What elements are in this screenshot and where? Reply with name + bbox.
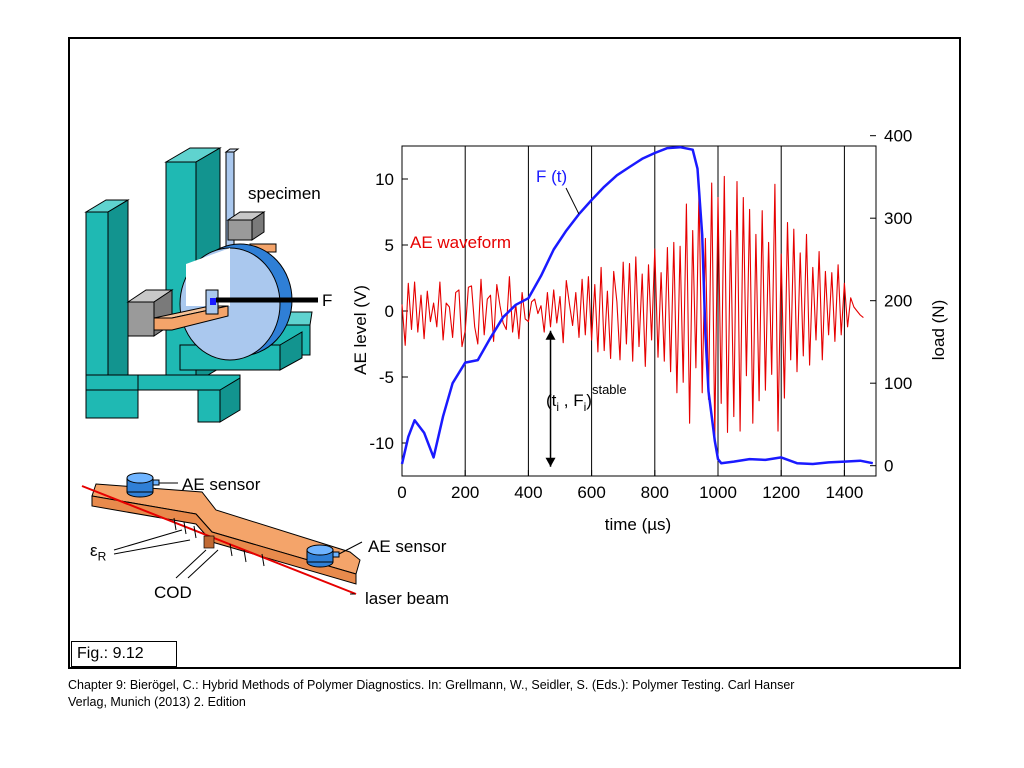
chart-annotations — [545, 187, 580, 467]
strain-subscript: R — [97, 549, 107, 564]
y-tick-label: 5 — [385, 236, 394, 255]
chart-gridlines — [464, 146, 845, 476]
figure-number: Fig.: 9.12 — [71, 641, 177, 667]
load-label-leader — [565, 187, 580, 215]
y-axis-label: AE level (V) — [351, 285, 370, 375]
stable-arrow-head-down — [545, 457, 556, 467]
chart-ticks: 0 200 400 600 800 1000 1200 1400-10-50510010020… — [369, 130, 912, 502]
strain-gauge-label: εR — [90, 541, 106, 566]
y2-axis-label: load (N) — [929, 300, 948, 360]
y2-tick-label: 300 — [884, 209, 912, 228]
x-tick-label: 1000 — [699, 483, 737, 502]
laser-beam-label: laser beam — [365, 589, 450, 608]
test-rig-illustration — [84, 147, 318, 423]
stable-annotation: (ti , Fi)stable — [546, 382, 627, 414]
beam-illustration — [81, 472, 363, 595]
x-tick-label: 0 — [397, 483, 406, 502]
x-tick-label: 200 — [451, 483, 479, 502]
ae-sensor-right-label: AE sensor — [368, 537, 447, 556]
strain-symbol: ε — [90, 541, 98, 560]
y-tick-label: 0 — [385, 302, 394, 321]
y2-tick-label: 400 — [884, 130, 912, 146]
x-axis-label: time (µs) — [605, 515, 671, 534]
x-tick-label: 1200 — [762, 483, 800, 502]
y2-tick-label: 100 — [884, 374, 912, 393]
load-curve — [400, 145, 874, 466]
stable-close: ) — [586, 391, 592, 410]
stable-sep: , F — [559, 391, 584, 410]
y2-tick-label: 0 — [884, 457, 893, 476]
y2-tick-label: 200 — [884, 292, 912, 311]
cod-label: COD — [154, 583, 192, 602]
chart-series — [400, 145, 874, 466]
x-tick-label: 800 — [641, 483, 669, 502]
series-label-ae: AE waveform — [410, 233, 511, 252]
ae-sensor-left-label: AE sensor — [182, 475, 261, 494]
figure-frame — [68, 37, 961, 669]
specimen-label: specimen — [248, 184, 321, 203]
x-tick-label: 400 — [514, 483, 542, 502]
stable-arrow-head-up — [545, 330, 556, 340]
caption-line-1: Chapter 9: Bierögel, C.: Hybrid Methods … — [68, 678, 795, 692]
y-tick-label: 10 — [375, 170, 394, 189]
stable-sup: stable — [592, 382, 627, 397]
chart: 0 200 400 600 800 1000 1200 1400-10-50510010020… — [351, 130, 948, 534]
force-label: F — [322, 291, 333, 310]
caption-line-2: Verlag, Munich (2013) 2. Edition — [68, 695, 246, 709]
x-tick-label: 1400 — [825, 483, 863, 502]
stable-open: (t — [546, 391, 557, 410]
y-tick-label: -5 — [379, 368, 394, 387]
x-tick-label: 600 — [577, 483, 605, 502]
ae-waveform — [401, 175, 864, 437]
y-tick-label: -10 — [369, 434, 394, 453]
figure-caption: Chapter 9: Bierögel, C.: Hybrid Methods … — [68, 677, 988, 711]
stable-sub-f: i — [584, 400, 587, 414]
stable-sub-t: i — [556, 400, 559, 414]
series-label-load: F (t) — [536, 167, 567, 186]
